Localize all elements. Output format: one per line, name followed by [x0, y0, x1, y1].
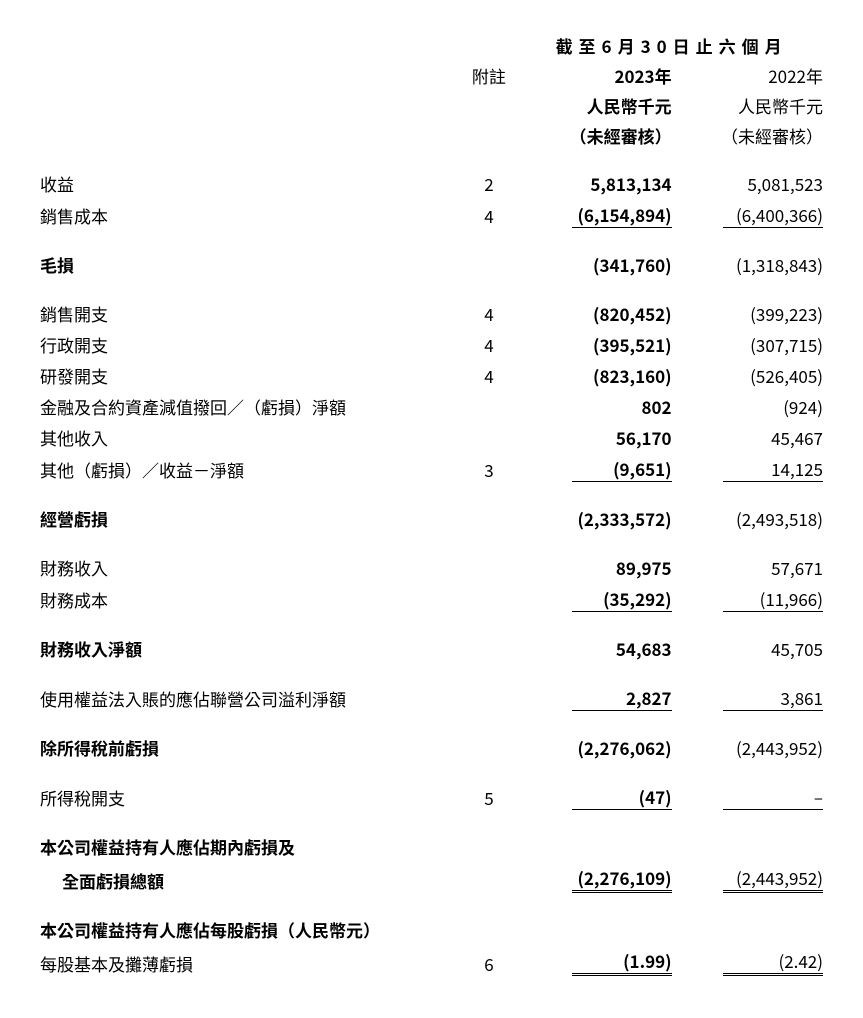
label-eps-header: 本公司權益持有人應佔每股虧損（人民幣元）	[40, 914, 458, 945]
label-operating-loss: 經營虧損	[40, 503, 458, 534]
audit-2022: （未經審核）	[672, 120, 823, 150]
row-finance-income: 財務收入 89,975 57,671	[40, 552, 823, 583]
v2023-total-loss: (2,276,109)	[572, 865, 672, 893]
label-admin-exp: 行政開支	[40, 329, 458, 360]
v2022-eps: (2.42)	[723, 948, 823, 976]
note-column-header: 附註	[458, 60, 521, 90]
v2022-rd-exp: (526,405)	[723, 363, 823, 388]
row-revenue: 收益 2 5,813,134 5,081,523	[40, 168, 823, 199]
v2023-rd-exp: (823,160)	[572, 363, 672, 388]
row-finance-cost: 財務成本 (35,292) (11,966)	[40, 583, 823, 615]
v2023-other-gains: (9,651)	[572, 456, 672, 482]
note-income-tax: 5	[458, 781, 521, 813]
row-eps-header: 本公司權益持有人應佔每股虧損（人民幣元）	[40, 914, 823, 945]
label-rd-exp: 研發開支	[40, 360, 458, 391]
label-impairment: 金融及合約資產減值撥回／（虧損）淨額	[40, 391, 458, 422]
row-gross-loss: 毛損 (341,760) (1,318,843)	[40, 249, 823, 280]
v2022-cost-of-sales: (6,400,366)	[723, 202, 823, 228]
v2022-operating-loss: (2,493,518)	[723, 506, 823, 531]
v2023-cost-of-sales: (6,154,894)	[572, 202, 672, 228]
note-rd-exp: 4	[458, 360, 521, 391]
row-admin-exp: 行政開支 4 (395,521) (307,715)	[40, 329, 823, 360]
label-total-loss-l1: 本公司權益持有人應佔期內虧損及	[40, 831, 458, 862]
v2022-admin-exp: (307,715)	[723, 332, 823, 357]
label-other-income: 其他收入	[40, 422, 458, 453]
label-net-finance: 財務收入淨額	[40, 633, 458, 664]
v2022-total-loss: (2,443,952)	[723, 865, 823, 893]
note-cost-of-sales: 4	[458, 199, 521, 231]
label-loss-before-tax: 除所得稅前虧損	[40, 732, 458, 763]
row-other-gains: 其他（虧損）／收益－淨額 3 (9,651) 14,125	[40, 453, 823, 485]
label-income-tax: 所得稅開支	[40, 781, 458, 813]
label-revenue: 收益	[40, 168, 458, 199]
label-total-loss-l2: 全面虧損總額	[40, 862, 458, 896]
label-finance-income: 財務收入	[40, 552, 458, 583]
currency-2022: 人民幣千元	[672, 90, 823, 120]
label-associate: 使用權益法入賬的應佔聯營公司溢利淨額	[40, 682, 458, 714]
v2022-loss-before-tax: (2,443,952)	[723, 735, 823, 760]
year-2023-header: 2023年	[520, 60, 671, 90]
v2022-finance-cost: (11,966)	[723, 586, 823, 612]
v2022-other-income: 45,467	[723, 425, 823, 450]
row-cost-of-sales: 銷售成本 4 (6,154,894) (6,400,366)	[40, 199, 823, 231]
currency-2023: 人民幣千元	[520, 90, 671, 120]
row-associate: 使用權益法入賬的應佔聯營公司溢利淨額 2,827 3,861	[40, 682, 823, 714]
v2023-other-income: 56,170	[572, 425, 672, 450]
note-eps: 6	[458, 945, 521, 979]
v2023-admin-exp: (395,521)	[572, 332, 672, 357]
v2022-finance-income: 57,671	[723, 555, 823, 580]
v2022-net-finance: 45,705	[723, 636, 823, 661]
v2022-selling-exp: (399,223)	[723, 301, 823, 326]
row-impairment: 金融及合約資產減值撥回／（虧損）淨額 802 (924)	[40, 391, 823, 422]
note-revenue: 2	[458, 168, 521, 199]
row-total-loss-l2: 全面虧損總額 (2,276,109) (2,443,952)	[40, 862, 823, 896]
label-cost-of-sales: 銷售成本	[40, 199, 458, 231]
v2023-net-finance: 54,683	[572, 636, 672, 661]
row-income-tax: 所得稅開支 5 (47) –	[40, 781, 823, 813]
v2023-gross-loss: (341,760)	[572, 252, 672, 277]
v2022-gross-loss: (1,318,843)	[723, 252, 823, 277]
v2022-impairment: (924)	[723, 394, 823, 419]
row-operating-loss: 經營虧損 (2,333,572) (2,493,518)	[40, 503, 823, 534]
row-net-finance: 財務收入淨額 54,683 45,705	[40, 633, 823, 664]
v2023-loss-before-tax: (2,276,062)	[572, 735, 672, 760]
row-total-loss-l1: 本公司權益持有人應佔期內虧損及	[40, 831, 823, 862]
financial-statement-table: 截至6月30日止六個月 附註 2023年 2022年 人民幣千元 人民幣千元 （…	[40, 30, 823, 979]
year-2022-header: 2022年	[672, 60, 823, 90]
v2023-associate: 2,827	[572, 685, 672, 711]
note-other-gains: 3	[458, 453, 521, 485]
label-selling-exp: 銷售開支	[40, 298, 458, 329]
v2023-finance-cost: (35,292)	[572, 586, 672, 612]
v2022-revenue: 5,081,523	[723, 171, 823, 196]
note-admin-exp: 4	[458, 329, 521, 360]
v2023-selling-exp: (820,452)	[572, 301, 672, 326]
audit-2023: （未經審核）	[520, 120, 671, 150]
label-finance-cost: 財務成本	[40, 583, 458, 615]
label-eps: 每股基本及攤薄虧損	[40, 945, 458, 979]
row-loss-before-tax: 除所得稅前虧損 (2,276,062) (2,443,952)	[40, 732, 823, 763]
period-title: 截至6月30日止六個月	[520, 30, 823, 60]
v2023-operating-loss: (2,333,572)	[572, 506, 672, 531]
v2023-finance-income: 89,975	[572, 555, 672, 580]
v2023-income-tax: (47)	[572, 784, 672, 810]
row-rd-exp: 研發開支 4 (823,160) (526,405)	[40, 360, 823, 391]
v2023-revenue: 5,813,134	[572, 171, 672, 196]
v2022-income-tax: –	[723, 784, 823, 810]
v2022-other-gains: 14,125	[723, 456, 823, 482]
label-gross-loss: 毛損	[40, 249, 458, 280]
v2023-eps: (1.99)	[572, 948, 672, 976]
note-selling-exp: 4	[458, 298, 521, 329]
row-other-income: 其他收入 56,170 45,467	[40, 422, 823, 453]
v2022-associate: 3,861	[723, 685, 823, 711]
row-selling-exp: 銷售開支 4 (820,452) (399,223)	[40, 298, 823, 329]
label-other-gains: 其他（虧損）／收益－淨額	[40, 453, 458, 485]
v2023-impairment: 802	[572, 394, 672, 419]
row-eps: 每股基本及攤薄虧損 6 (1.99) (2.42)	[40, 945, 823, 979]
